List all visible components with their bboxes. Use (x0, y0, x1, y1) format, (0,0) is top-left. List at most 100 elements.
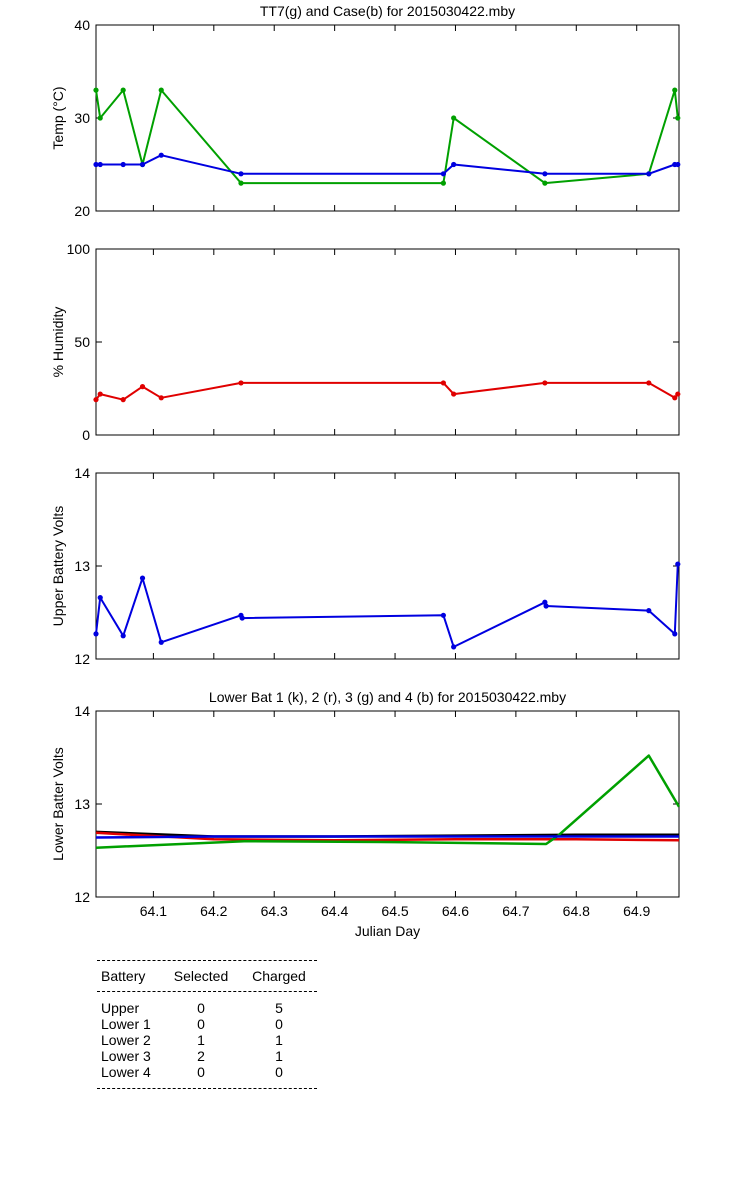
data-point (675, 391, 681, 397)
data-point (158, 639, 164, 645)
header-charged: Charged (252, 968, 306, 984)
table-row: Upper 0 5 (97, 1000, 317, 1016)
x-tick-label: 64.4 (321, 903, 348, 919)
data-point (675, 161, 681, 168)
data-point (93, 631, 99, 637)
data-point (542, 180, 548, 186)
battery-name: Lower 4 (101, 1064, 151, 1080)
data-point (238, 180, 244, 186)
battery-name: Lower 1 (101, 1016, 151, 1032)
selected-value: 1 (197, 1032, 205, 1048)
plot-frame (95, 248, 680, 436)
y-tick-label: 0 (82, 427, 90, 443)
data-point (675, 115, 681, 121)
battery-stats-table: Battery Selected Charged Upper 0 5 Lower… (97, 960, 317, 1089)
data-point (93, 161, 99, 168)
data-point (543, 603, 549, 609)
table-divider (97, 960, 317, 961)
y-axis-label: % Humidity (50, 307, 66, 378)
data-point (120, 87, 126, 93)
selected-value: 0 (197, 1000, 205, 1016)
data-point (672, 631, 678, 637)
x-tick-label: 64.9 (623, 903, 650, 919)
table-divider (97, 991, 317, 992)
data-point (139, 161, 146, 168)
y-tick-label: 14 (74, 465, 90, 481)
y-tick-label: 14 (74, 703, 90, 719)
y-tick-label: 40 (74, 17, 90, 33)
series-line (95, 381, 679, 401)
x-tick-label: 64.6 (442, 903, 469, 919)
y-tick-label: 20 (74, 203, 90, 219)
y-axis-label: Upper Battery Volts (50, 506, 66, 627)
y-tick-label: 12 (74, 889, 90, 905)
series-line (95, 564, 679, 648)
charged-value: 1 (275, 1048, 283, 1064)
header-selected: Selected (173, 968, 229, 984)
data-point (139, 575, 146, 581)
data-point (93, 397, 99, 403)
table-row: Lower 1 0 0 (97, 1016, 317, 1032)
data-point (451, 391, 457, 397)
y-tick-label: 12 (74, 651, 90, 667)
data-point (139, 384, 146, 390)
x-tick-label: 64.3 (261, 903, 288, 919)
y-tick-label: 100 (67, 241, 91, 257)
plot-frame (95, 472, 680, 660)
data-point (97, 595, 103, 601)
selected-value: 2 (197, 1048, 205, 1064)
charged-value: 5 (275, 1000, 283, 1016)
series-line (96, 154, 678, 175)
plot-frame (95, 710, 680, 898)
data-point (93, 87, 99, 93)
data-point (440, 380, 446, 386)
data-point (158, 395, 164, 401)
charged-value: 0 (275, 1016, 283, 1032)
data-point (158, 87, 164, 93)
table-row: Lower 4 0 0 (97, 1064, 317, 1080)
x-tick-label: 64.1 (140, 903, 167, 919)
data-point (672, 395, 678, 401)
y-tick-label: 30 (74, 110, 90, 126)
y-tick-label: 50 (74, 334, 90, 350)
data-point (646, 171, 652, 177)
y-axis-label: Lower Batter Volts (50, 747, 66, 861)
data-point (238, 171, 244, 177)
data-point (542, 380, 548, 386)
x-axis-label: Julian Day (355, 923, 420, 939)
data-point (158, 152, 164, 158)
charged-value: 0 (275, 1064, 283, 1080)
x-tick-label: 64.2 (200, 903, 227, 919)
chart-title: TT7(g) and Case(b) for 2015030422.mby (260, 3, 515, 19)
data-point (646, 608, 652, 614)
series-line (95, 89, 679, 185)
data-point (646, 380, 652, 386)
series-line (95, 835, 679, 839)
series-line (95, 831, 680, 842)
charged-value: 1 (275, 1032, 283, 1048)
data-point (120, 397, 126, 403)
battery-name: Upper (101, 1000, 140, 1016)
data-point (440, 180, 446, 186)
chart-title: Lower Bat 1 (k), 2 (r), 3 (g) and 4 (b) … (209, 689, 566, 705)
y-tick-label: 13 (74, 558, 90, 574)
data-point (97, 391, 103, 397)
data-point (675, 561, 681, 567)
battery-name: Lower 3 (101, 1048, 151, 1064)
data-point (542, 171, 548, 177)
selected-value: 0 (197, 1064, 205, 1080)
data-point (97, 161, 103, 168)
header-battery: Battery (101, 968, 146, 984)
battery-name: Lower 2 (101, 1032, 151, 1048)
x-tick-label: 64.7 (502, 903, 529, 919)
table-row: Lower 2 1 1 (97, 1032, 317, 1048)
y-tick-label: 13 (74, 796, 90, 812)
data-point (120, 161, 126, 168)
data-point (239, 615, 245, 621)
series-line (95, 754, 681, 849)
data-point (451, 644, 457, 650)
data-point (97, 115, 103, 121)
selected-value: 0 (197, 1016, 205, 1032)
y-axis-label: Temp (°C) (50, 86, 66, 149)
